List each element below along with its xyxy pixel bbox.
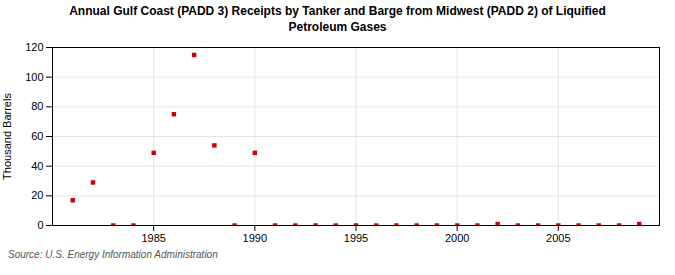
- svg-text:0: 0: [37, 219, 43, 231]
- svg-text:1995: 1995: [344, 232, 368, 244]
- svg-text:120: 120: [25, 41, 43, 53]
- svg-text:2000: 2000: [445, 232, 469, 244]
- svg-text:1990: 1990: [243, 232, 267, 244]
- svg-text:80: 80: [31, 101, 43, 113]
- svg-text:100: 100: [25, 71, 43, 83]
- html-text:Annual Gulf Coast (PADD 3) Rec: Annual Gulf Coast (PADD 3) Receipts by T…: [69, 4, 606, 18]
- svg-text:20: 20: [31, 190, 43, 202]
- svg-text:60: 60: [31, 130, 43, 142]
- svg-text:2005: 2005: [546, 232, 570, 244]
- svg-text:40: 40: [31, 160, 43, 172]
- svg-text:1985: 1985: [141, 232, 165, 244]
- svg-text:Thousand Barrels: Thousand Barrels: [1, 93, 13, 180]
- html-text:Petroleum Gases: Petroleum Gases: [288, 19, 387, 34]
- html-text:Source: U.S. Energy Informatio: Source: U.S. Energy Information Administ…: [8, 249, 218, 261]
